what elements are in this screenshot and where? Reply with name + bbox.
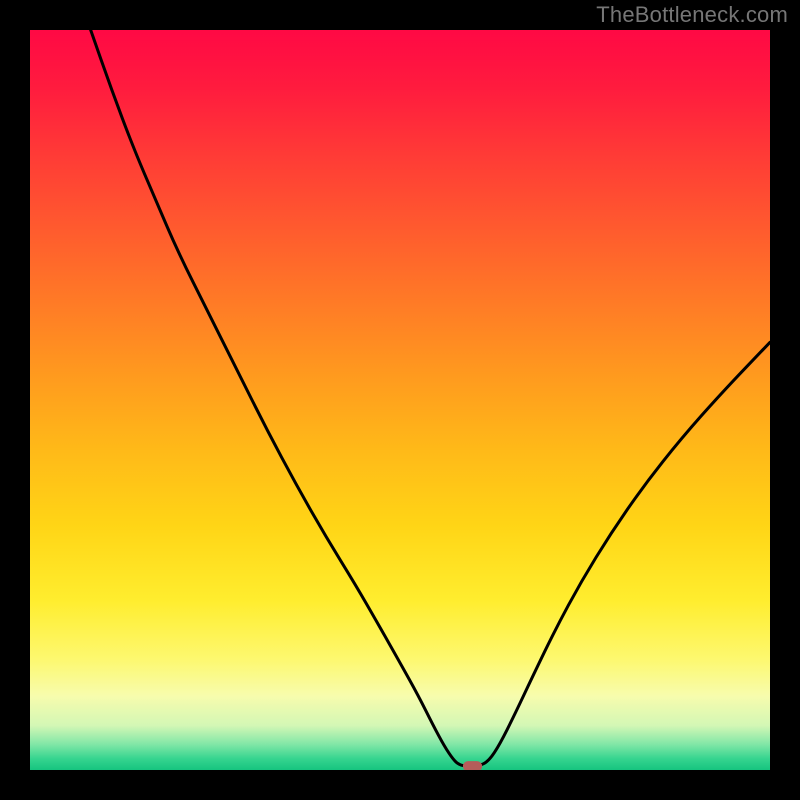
bottleneck-curve-layer	[30, 30, 770, 770]
chart-frame: TheBottleneck.com	[0, 0, 800, 800]
bottleneck-curve	[91, 30, 770, 766]
minimum-marker	[463, 761, 482, 770]
watermark-text: TheBottleneck.com	[596, 2, 788, 28]
plot-area	[30, 30, 770, 770]
